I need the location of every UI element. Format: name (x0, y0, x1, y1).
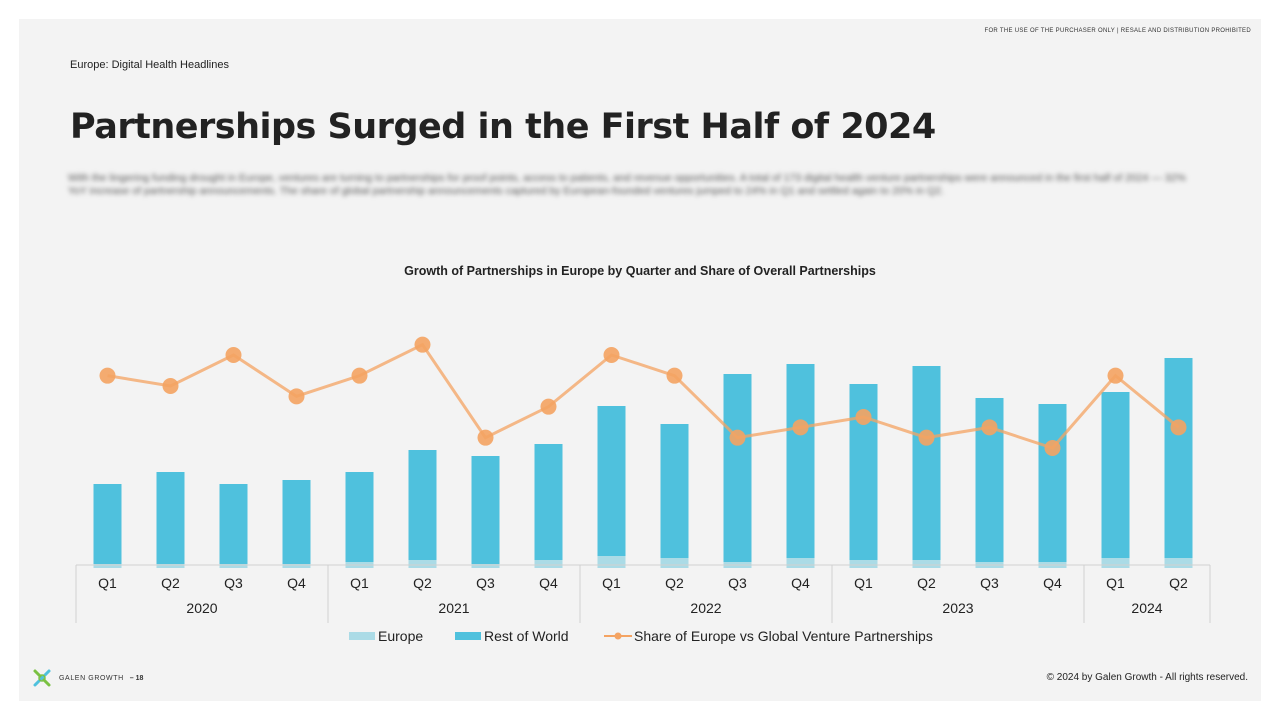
bar-rest-of-world (156, 472, 185, 564)
bar-europe (660, 558, 689, 568)
bar-rest-of-world (912, 366, 941, 560)
share-point (414, 336, 431, 353)
copyright: © 2024 by Galen Growth - All rights rese… (1046, 672, 1248, 683)
x-tick-label: Q3 (224, 575, 243, 591)
galen-growth-logo-icon (33, 669, 51, 687)
bar-europe (849, 560, 878, 568)
share-point (540, 398, 557, 415)
bar-europe (597, 556, 626, 568)
bar-rest-of-world (723, 374, 752, 562)
bar-rest-of-world (597, 406, 626, 556)
bar-rest-of-world (660, 424, 689, 558)
legend: Europe Rest of World Share of Europe vs Gl… (349, 628, 933, 644)
x-group-label: 2022 (690, 600, 721, 616)
bars-layer (93, 358, 1193, 568)
share-point (99, 367, 116, 384)
bar-rest-of-world (93, 484, 122, 564)
legend-swatch (349, 632, 375, 640)
bar-europe (408, 560, 437, 568)
x-tick-label: Q1 (98, 575, 117, 591)
share-point (729, 429, 746, 446)
x-tick-label: Q4 (287, 575, 306, 591)
share-point (351, 367, 368, 384)
share-point (1107, 367, 1124, 384)
bar-europe (471, 564, 500, 568)
section-label: Europe: Digital Health Headlines (70, 59, 229, 71)
x-group-label: 2024 (1131, 600, 1162, 616)
x-tick-label: Q2 (665, 575, 684, 591)
legend-label: Share of Europe vs Global Venture Partne… (634, 628, 933, 644)
share-point (1044, 440, 1061, 456)
chart: Q1 Q2 Q3 Q4 Q1 Q2 Q3 Q4 Q1 Q2 Q3 Q4 Q1 Q2 Q3 Q4 Q1 Q2 2020… (75, 336, 1211, 644)
bar-europe (156, 564, 185, 568)
bar-europe (534, 560, 563, 568)
x-tick-label: Q3 (476, 575, 495, 591)
share-point (1170, 419, 1187, 436)
bar-rest-of-world (345, 472, 374, 562)
bar-europe (1101, 558, 1130, 568)
slide: FOR THE USE OF THE PURCHASER ONLY | RESA… (19, 19, 1261, 701)
page-title: Partnerships Surged in the First Half of… (70, 107, 936, 147)
x-tick-label: Q4 (1043, 575, 1062, 591)
x-group-label: 2021 (438, 600, 469, 616)
bar-europe (1164, 558, 1193, 568)
bar-europe (786, 558, 815, 568)
share-point (981, 419, 998, 436)
share-line-layer (99, 336, 1187, 456)
legend-label: Europe (378, 628, 423, 644)
share-point (666, 367, 683, 384)
x-tick-label: Q4 (539, 575, 558, 591)
x-tick-label: Q2 (1169, 575, 1188, 591)
x-tick-label: Q3 (980, 575, 999, 591)
x-axis: Q1 Q2 Q3 Q4 Q1 Q2 Q3 Q4 Q1 Q2 Q3 Q4 Q1 Q2 Q3 Q4 Q1 Q2 2020… (75, 564, 1211, 623)
disclaimer: FOR THE USE OF THE PURCHASER ONLY | RESA… (984, 28, 1251, 34)
x-tick-label: Q1 (1106, 575, 1125, 591)
share-line (107, 342, 1180, 450)
x-tick-label: Q2 (917, 575, 936, 591)
body-paragraph: With the lingering funding drought in Eu… (68, 172, 1186, 197)
share-point (792, 419, 809, 436)
x-tick-label: Q1 (602, 575, 621, 591)
galen-growth-logo: GALEN GROWTH – 18 (31, 667, 143, 689)
x-tick-label: Q4 (791, 575, 810, 591)
bar-europe (219, 564, 248, 568)
bar-rest-of-world (534, 444, 563, 560)
share-point (288, 388, 305, 405)
share-point (603, 347, 620, 363)
bar-rest-of-world (1101, 392, 1130, 558)
share-point (918, 429, 935, 446)
brand-name: GALEN GROWTH (59, 674, 124, 682)
share-point (477, 429, 494, 446)
page-number: – 18 (129, 674, 144, 682)
bar-rest-of-world (786, 364, 815, 558)
chart-title: Growth of Partnerships in Europe by Quar… (404, 264, 876, 278)
legend-swatch (455, 632, 481, 640)
bar-rest-of-world (282, 480, 311, 564)
x-tick-label: Q1 (350, 575, 369, 591)
x-group-label: 2023 (942, 600, 973, 616)
bar-rest-of-world (1038, 404, 1067, 562)
bar-rest-of-world (408, 450, 437, 560)
share-point (855, 409, 872, 425)
bar-europe (93, 564, 122, 568)
x-tick-label: Q3 (728, 575, 747, 591)
bar-rest-of-world (1164, 358, 1193, 558)
x-group-label: 2020 (186, 600, 217, 616)
bar-europe (282, 564, 311, 568)
x-tick-label: Q2 (161, 575, 180, 591)
bar-rest-of-world (219, 484, 248, 564)
x-tick-label: Q2 (413, 575, 432, 591)
bar-europe (912, 560, 941, 568)
share-point (162, 378, 179, 394)
x-tick-label: Q1 (854, 575, 873, 591)
legend-swatch-marker (614, 632, 622, 640)
share-point (225, 347, 242, 363)
legend-label: Rest of World (484, 628, 569, 644)
bar-rest-of-world (471, 456, 500, 564)
